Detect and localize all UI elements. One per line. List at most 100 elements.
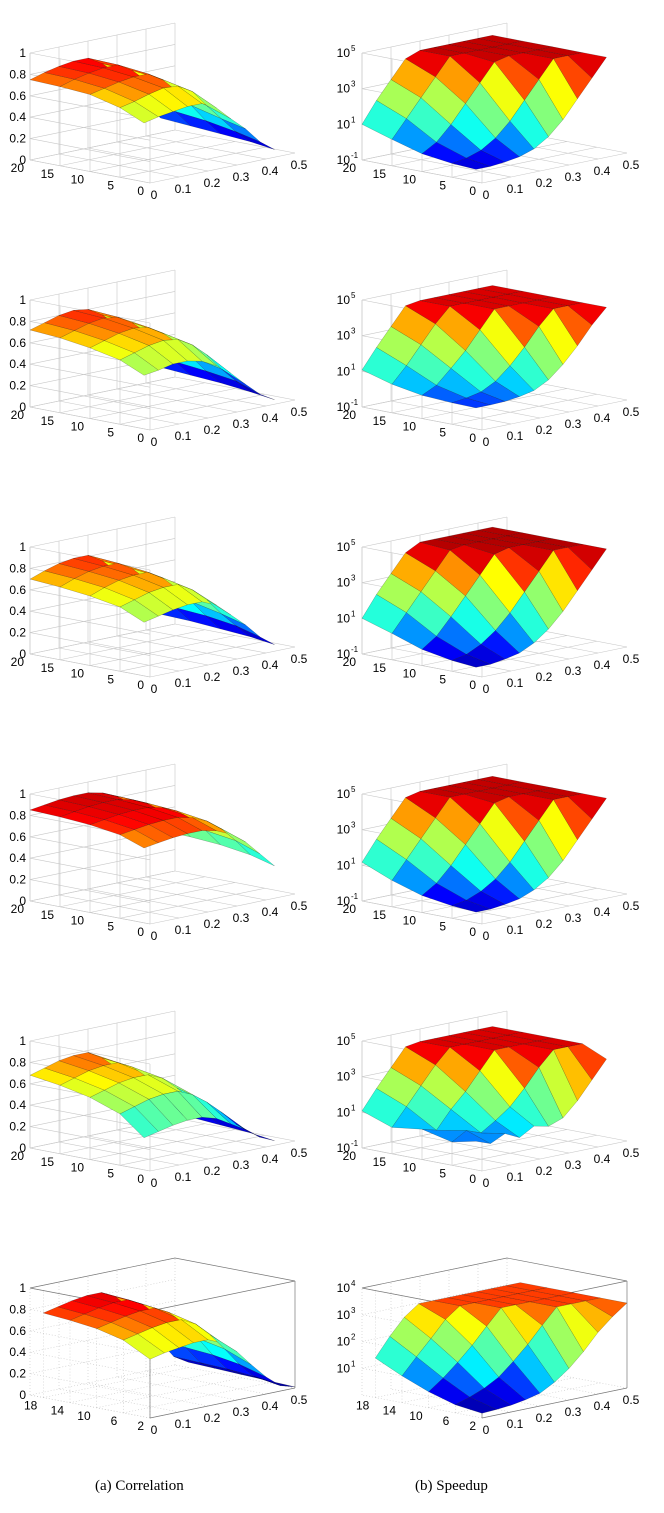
y-tick-label: 5 [107,1166,114,1180]
y-tick-label: 10 [71,420,85,434]
x-tick-label: 0 [483,188,490,202]
surface-patch [567,1043,607,1081]
x-tick-label: 0.4 [594,658,611,672]
z-tick-label: 10 [337,1141,351,1155]
x-tick-label: 0.1 [507,429,524,443]
y-tick-label: 2 [469,1419,476,1433]
z-tick-label: 0 [19,894,26,908]
y-tick-label: 0 [137,678,144,692]
x-tick-label: 0.1 [175,923,192,937]
x-tick-label: 0.2 [536,1411,553,1425]
x-tick-label: 0 [483,682,490,696]
y-tick-label: 5 [439,672,446,686]
surface-patch [567,52,607,79]
grid-line [149,152,296,184]
z-tick-exponent: 5 [351,785,356,794]
grid-line [361,763,508,795]
x-tick-label: 0.5 [291,899,308,913]
y-tick-label: 10 [71,667,85,681]
y-tick-label: 20 [11,161,25,175]
grid-line [29,159,151,184]
y-tick-label: 15 [373,414,387,428]
y-tick-label: 0 [469,431,476,445]
z-tick-label: 0.2 [9,132,26,146]
z-tick-label: 0.8 [9,561,26,575]
y-tick-label: 5 [439,425,446,439]
x-tick-label: 0.4 [594,411,611,425]
grid-line [119,1134,266,1166]
z-tick-label: 1 [19,540,26,554]
z-tick-label: 1 [19,1034,26,1048]
x-tick-label: 0.1 [175,182,192,196]
grid-line [29,1032,176,1063]
grid-line [149,399,296,431]
y-tick-label: 10 [409,1409,423,1423]
grid-line [29,653,151,678]
z-tick-label: 10 [337,576,351,590]
grid-line [29,763,176,795]
grid-line [59,135,206,167]
grid-line [29,623,176,655]
y-tick-label: 10 [71,1161,85,1175]
x-tick-label: 0.2 [204,176,221,190]
y-tick-label: 0 [469,925,476,939]
axis-line [481,1387,628,1419]
y-tick-label: 20 [343,655,357,669]
x-tick-label: 0.2 [536,670,553,684]
grid-line [29,385,151,409]
surface-patch [253,1376,296,1388]
surface [361,1026,607,1144]
axis-box [361,1257,628,1312]
z-tick-label: 10 [337,1281,351,1295]
z-tick-label: 0.4 [9,1098,26,1112]
z-tick-label: 10 [337,1105,351,1119]
z-tick-exponent: 1 [351,609,356,618]
y-tick-label: 15 [41,1155,55,1169]
x-tick-label: 0 [483,435,490,449]
y-tick-label: 0 [137,431,144,445]
z-tick-label: 0 [19,1388,26,1402]
z-tick-exponent: 3 [351,1306,356,1315]
z-tick-exponent: 3 [351,574,356,583]
caption-speedup: (b) Speedup [415,1478,488,1494]
x-tick-label: 0.5 [623,899,640,913]
y-tick-label: 20 [11,408,25,422]
grid-line [421,1129,568,1160]
grid-line [361,1284,508,1316]
z-tick-label: 10 [337,1034,351,1048]
x-tick-label: 0.3 [565,664,582,678]
x-tick-label: 0.1 [507,676,524,690]
x-tick-label: 0.4 [262,164,279,178]
grid-line [29,116,151,141]
y-tick-label: 15 [373,1155,387,1169]
surface [29,57,275,150]
x-tick-label: 0.2 [204,917,221,931]
x-tick-label: 0.4 [262,411,279,425]
z-tick-label: 0.6 [9,1077,26,1091]
y-tick-label: 18 [356,1399,370,1413]
grid-line [123,1382,269,1414]
z-tick-label: 10 [337,787,351,801]
y-tick-label: 14 [51,1404,65,1418]
grid-line [29,516,176,548]
x-tick-label: 0 [151,1176,158,1190]
grid-line [361,516,508,548]
z-tick-exponent: 3 [351,327,356,336]
x-tick-label: 0 [151,188,158,202]
surface [29,309,275,400]
grid-line [29,1040,151,1065]
z-tick-label: 10 [337,153,351,167]
z-tick-label: 0.6 [9,830,26,844]
surface [361,776,607,913]
grid-line [29,376,176,408]
grid-line [29,22,176,54]
x-tick-label: 0.5 [291,1393,308,1407]
y-tick-label: 0 [137,925,144,939]
surface-patch [235,131,275,150]
x-tick-label: 0.5 [291,1146,308,1160]
grid-line [69,1372,216,1403]
grid-line [119,146,266,178]
grid-line [59,876,206,908]
surface [29,555,275,645]
